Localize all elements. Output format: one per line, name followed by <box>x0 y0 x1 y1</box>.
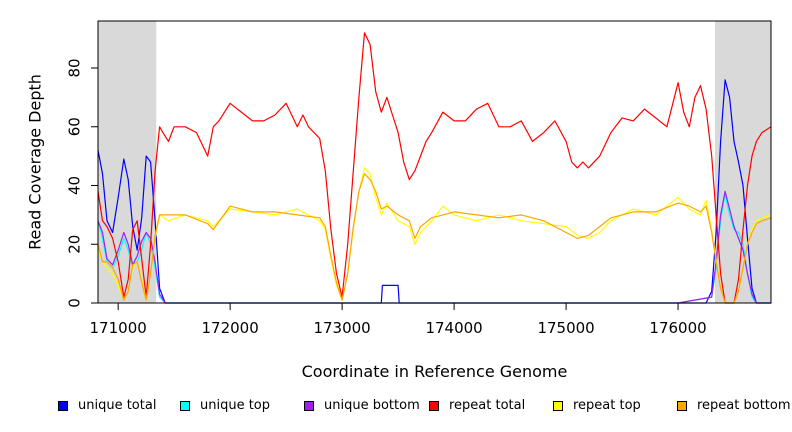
legend-label: unique top <box>200 398 271 413</box>
legend-swatch <box>677 400 687 411</box>
series-line-unique-top <box>97 193 771 304</box>
y-tick-label: 40 <box>66 176 84 195</box>
legend-label: unique bottom <box>324 398 420 413</box>
x-tick-label: 173000 <box>313 319 370 337</box>
x-tick-label: 171000 <box>90 319 147 337</box>
x-tick-label: 176000 <box>649 319 706 337</box>
y-tick-label: 20 <box>66 235 84 254</box>
series-line-repeat-top <box>97 167 772 304</box>
legend-item-unique-top: unique top <box>180 398 270 413</box>
legend-swatch <box>429 400 439 411</box>
series-lines <box>97 32 772 304</box>
shaded-regions <box>98 21 771 303</box>
series-line-unique-total <box>97 79 771 304</box>
x-tick-label: 174000 <box>425 319 482 337</box>
legend-item-repeat-bottom: repeat bottom <box>677 398 791 413</box>
shaded-region <box>715 21 771 303</box>
plot-frame <box>97 20 772 304</box>
legend-swatch <box>180 400 190 411</box>
legend-item-unique-bottom: unique bottom <box>304 398 420 413</box>
legend-label: repeat bottom <box>697 398 791 413</box>
legend-label: repeat total <box>449 398 526 413</box>
legend-item-unique-total: unique total <box>58 398 156 413</box>
y-tick-label: 80 <box>66 58 84 77</box>
series-line-repeat-total <box>97 32 772 304</box>
legend-label: repeat top <box>573 398 641 413</box>
y-axis-title: Read Coverage Depth <box>26 74 45 250</box>
legend-swatch <box>553 400 563 411</box>
x-tick-label: 172000 <box>202 319 259 337</box>
y-tick-label: 60 <box>66 117 84 136</box>
legend-swatch <box>304 400 314 411</box>
legend-item-repeat-top: repeat top <box>553 398 641 413</box>
series-line-repeat-bottom <box>97 173 772 304</box>
legend: unique total unique top unique bottom re… <box>0 398 792 422</box>
x-tick-label: 175000 <box>537 319 594 337</box>
legend-item-repeat-total: repeat total <box>429 398 525 413</box>
legend-swatch <box>58 400 68 411</box>
x-axis: 171000 172000 173000 174000 175000 176000 <box>90 302 707 337</box>
legend-label: unique total <box>78 398 157 413</box>
series-line-unique-bottom <box>97 190 771 304</box>
y-axis: 0 20 40 60 80 <box>66 58 99 308</box>
x-axis-title: Coordinate in Reference Genome <box>302 362 568 381</box>
y-tick-label: 0 <box>66 298 84 308</box>
shaded-region <box>98 21 157 303</box>
